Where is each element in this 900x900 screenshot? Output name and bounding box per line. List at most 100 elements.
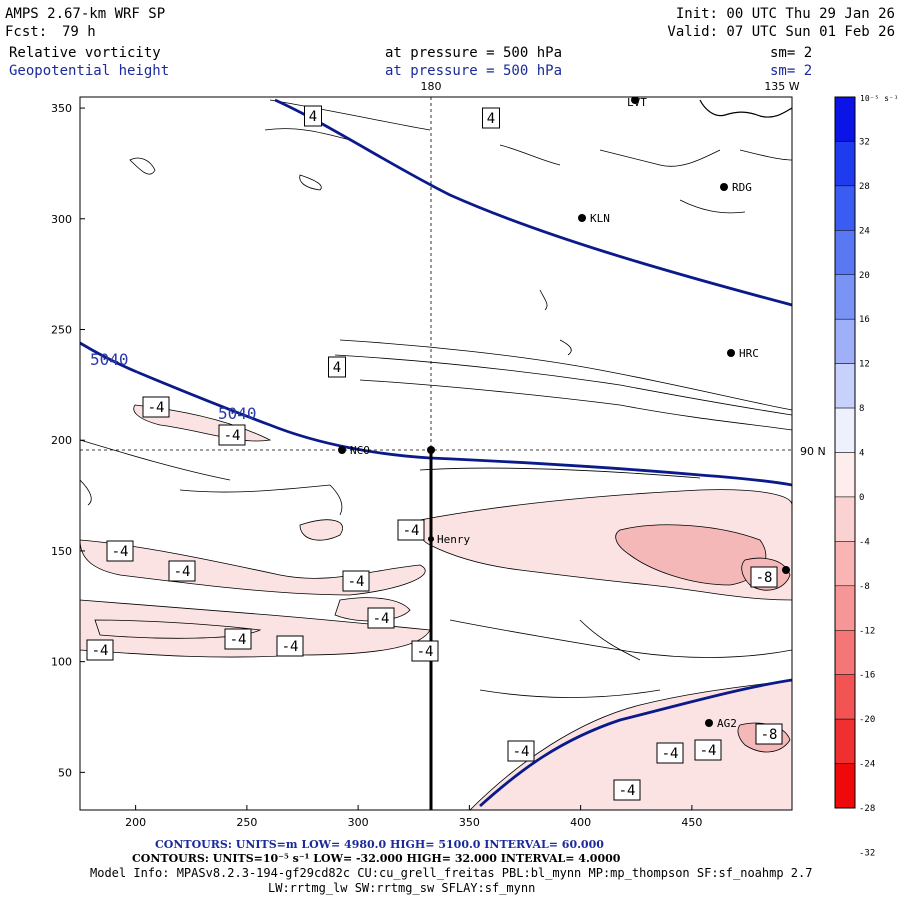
colorbar-tick-label: 20 bbox=[859, 271, 870, 281]
colorbar-tick-label: 24 bbox=[859, 226, 870, 236]
colorbar-segment bbox=[834, 630, 856, 675]
contour-label-box bbox=[168, 560, 196, 582]
contour-label-text: 4 bbox=[333, 360, 341, 376]
colorbar-tick-label: 28 bbox=[859, 182, 870, 192]
y-tick-label: 50 bbox=[58, 766, 72, 779]
station-dot-lvt bbox=[631, 97, 639, 104]
header-title: AMPS 2.67-km WRF SP bbox=[5, 6, 165, 22]
station-label-lvt: LVT bbox=[627, 96, 647, 109]
colorbar-segment bbox=[834, 496, 856, 542]
colorbar-segment bbox=[834, 274, 856, 320]
lat-90n-label: 90 N bbox=[800, 445, 826, 458]
colorbar-tick-label: -8 bbox=[859, 582, 870, 592]
colorbar-tick-label: -32 bbox=[859, 848, 875, 858]
station-dot-nco bbox=[338, 446, 346, 454]
contour-label-box bbox=[367, 607, 395, 629]
colorbar-tick-label: 16 bbox=[859, 315, 870, 325]
fcst-value: 79 h bbox=[62, 24, 96, 40]
contour-label-box bbox=[397, 519, 425, 541]
contour-label-text: -4 bbox=[92, 643, 109, 659]
colorbar-segment bbox=[834, 318, 856, 364]
contour-label-text: -4 bbox=[230, 632, 247, 648]
x-tick-label: 450 bbox=[681, 816, 702, 829]
station-dot-edge bbox=[782, 566, 790, 574]
colorbar: 10⁻⁵ s⁻¹ 32 28 24 20 16 12 8 4 0 -4 -8 -12 -16 -20 -24… bbox=[834, 94, 899, 858]
colorbar-tick-label: -20 bbox=[859, 715, 875, 725]
contour-label-box bbox=[86, 639, 114, 661]
valid-time: Valid: 07 UTC Sun 01 Feb 26 bbox=[667, 24, 895, 40]
colorbar-segment bbox=[834, 585, 856, 631]
contour-label-text: -4 bbox=[373, 611, 390, 627]
colorbar-segment bbox=[834, 763, 856, 809]
x-tick-label: 300 bbox=[348, 816, 369, 829]
contour-label-text: -4 bbox=[348, 574, 365, 590]
contour-label-text: -4 bbox=[513, 744, 530, 760]
field1-sm: sm= 2 bbox=[770, 45, 812, 61]
colorbar-unit: 10⁻⁵ s⁻¹ bbox=[860, 94, 899, 103]
colorbar-segment bbox=[834, 96, 856, 142]
station-label-hrc: HRC bbox=[739, 347, 759, 360]
contour-label-text: -4 bbox=[619, 783, 636, 799]
contour-label-text: -4 bbox=[148, 400, 165, 416]
field1-level: at pressure = 500 hPa bbox=[385, 45, 562, 61]
contour-label-text: -8 bbox=[761, 727, 778, 743]
y-tick-label: 350 bbox=[51, 102, 72, 115]
x-tick-label: 250 bbox=[236, 816, 257, 829]
contour-label-box bbox=[694, 739, 722, 761]
colorbar-tick-label: -16 bbox=[859, 671, 875, 681]
contour-label-text: -4 bbox=[224, 428, 241, 444]
station-dot-ag2 bbox=[705, 719, 713, 727]
field2-name: Geopotential height bbox=[9, 63, 169, 79]
station-dot-rdg bbox=[720, 183, 728, 191]
field1-name: Relative vorticity bbox=[9, 45, 161, 61]
station-dot-hrc bbox=[727, 349, 735, 357]
station-label-rdg: RDG bbox=[732, 181, 752, 194]
station-label-kln: KLN bbox=[590, 212, 610, 225]
contour-label-box bbox=[218, 424, 246, 446]
colorbar-segment bbox=[834, 185, 856, 231]
station-label-nco: NCO bbox=[350, 444, 370, 457]
colorbar-tick-label: 4 bbox=[859, 449, 864, 459]
colorbar-tick-label: -12 bbox=[859, 626, 875, 636]
x-tick-label: 200 bbox=[125, 816, 146, 829]
colorbar-tick-label: -4 bbox=[859, 537, 870, 547]
contour-label-box bbox=[276, 635, 304, 657]
contour-label-box bbox=[613, 779, 641, 801]
vorticity-contours bbox=[80, 99, 792, 698]
contour-label-text: -4 bbox=[112, 544, 129, 560]
footer-physics-info: LW:rrtmg_lw SW:rrtmg_sw SFLAY:sf_mynn bbox=[268, 881, 535, 895]
contour-label-text: -4 bbox=[662, 746, 679, 762]
contour-label-box bbox=[750, 566, 778, 588]
y-tick-label: 200 bbox=[51, 434, 72, 447]
contour-label-box bbox=[342, 570, 370, 592]
contour-label-box bbox=[656, 742, 684, 764]
contour-label-box bbox=[106, 540, 134, 562]
footer-model-info: Model Info: MPASv8.2.3-194-gf29cd82c CU:… bbox=[90, 866, 812, 880]
colorbar-segment bbox=[834, 407, 856, 453]
y-tick-label: 300 bbox=[51, 213, 72, 226]
x-tick-label: 400 bbox=[570, 816, 591, 829]
axes: 200 250 300 350 400 450 350 300 250 200 150 100 50 bbox=[51, 102, 702, 829]
field2-level: at pressure = 500 hPa bbox=[385, 63, 562, 79]
colorbar-segment bbox=[834, 141, 856, 187]
colorbar-segment bbox=[834, 452, 856, 498]
contour-label-text: 4 bbox=[487, 111, 495, 127]
colorbar-segment bbox=[834, 363, 856, 409]
contour-label-box bbox=[142, 396, 170, 418]
contour-label-text: -8 bbox=[756, 570, 773, 586]
colorbar-segment bbox=[834, 718, 856, 764]
contour-label-text: 4 bbox=[309, 109, 317, 125]
colorbar-frame bbox=[834, 96, 856, 809]
station-dot-kln bbox=[578, 214, 586, 222]
contour-label-box bbox=[304, 105, 322, 127]
contour-label-box bbox=[411, 640, 439, 662]
colorbar-tick-label: -24 bbox=[859, 760, 875, 770]
y-tick-label: 100 bbox=[51, 656, 72, 669]
contour-label-text: -4 bbox=[174, 564, 191, 580]
vorticity-negative-shading bbox=[80, 404, 792, 810]
colorbar-tick-label: 32 bbox=[859, 137, 870, 147]
contour-label-box bbox=[482, 107, 500, 129]
contour-label-text: -4 bbox=[417, 644, 434, 660]
contour-label-box bbox=[507, 740, 535, 762]
